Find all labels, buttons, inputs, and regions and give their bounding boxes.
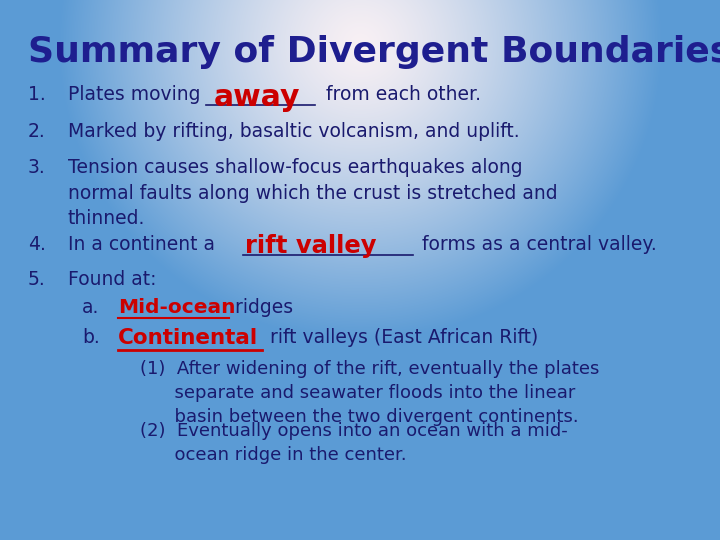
Text: (1)  After widening of the rift, eventually the plates
      separate and seawat: (1) After widening of the rift, eventual… [140,360,599,426]
Text: 5.: 5. [28,270,46,289]
Text: Marked by rifting, basaltic volcanism, and uplift.: Marked by rifting, basaltic volcanism, a… [68,122,520,141]
Text: Summary of Divergent Boundaries: Summary of Divergent Boundaries [28,35,720,69]
Text: (2)  Eventually opens into an ocean with a mid-
      ocean ridge in the center.: (2) Eventually opens into an ocean with … [140,422,568,464]
Text: ridges: ridges [229,298,293,317]
Text: away: away [214,83,300,112]
Text: from each other.: from each other. [320,85,482,104]
Text: In a continent a: In a continent a [68,235,221,254]
Text: b.: b. [82,328,100,347]
Text: Continental: Continental [118,328,258,348]
Text: Found at:: Found at: [68,270,156,289]
Text: rift valley: rift valley [245,234,377,258]
Text: 2.: 2. [28,122,46,141]
Text: Plates moving: Plates moving [68,85,207,104]
Text: 1.: 1. [28,85,46,104]
Text: a.: a. [82,298,99,317]
Text: 4.: 4. [28,235,46,254]
Text: forms as a central valley.: forms as a central valley. [416,235,657,254]
Text: Mid-ocean: Mid-ocean [118,298,235,317]
Text: 3.: 3. [28,158,46,177]
Text: Tension causes shallow-focus earthquakes along
normal faults along which the cru: Tension causes shallow-focus earthquakes… [68,158,557,228]
Text: rift valleys (East African Rift): rift valleys (East African Rift) [264,328,539,347]
